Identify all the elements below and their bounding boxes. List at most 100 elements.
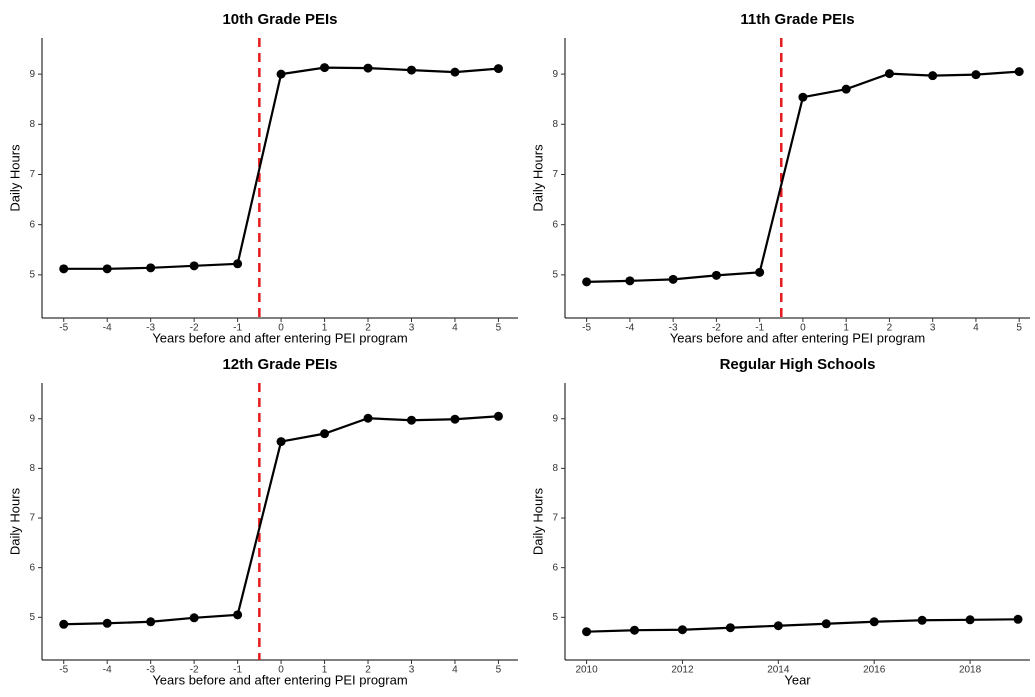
x-tick-label: -1 bbox=[233, 665, 242, 676]
x-tick-label: 2 bbox=[365, 323, 371, 334]
x-tick-label: -5 bbox=[59, 665, 68, 676]
data-point bbox=[965, 615, 975, 625]
data-point bbox=[971, 70, 981, 80]
x-axis-label: Years before and after entering PEI prog… bbox=[670, 330, 925, 345]
y-tick-label: 7 bbox=[552, 513, 558, 524]
y-tick-label: 8 bbox=[552, 119, 558, 130]
data-point bbox=[146, 617, 156, 627]
x-tick-label: 4 bbox=[973, 323, 979, 334]
x-axis-label: Years before and after entering PEI prog… bbox=[152, 330, 407, 345]
x-tick-label: -1 bbox=[755, 323, 764, 334]
panel-title: 12th Grade PEIs bbox=[222, 356, 337, 373]
y-axis-label: Daily Hours bbox=[7, 144, 22, 212]
data-point bbox=[233, 610, 243, 620]
data-point bbox=[233, 259, 243, 269]
data-point bbox=[582, 627, 592, 637]
x-tick-label: 2010 bbox=[575, 665, 598, 676]
data-line bbox=[63, 66, 499, 270]
data-point bbox=[869, 617, 879, 627]
data-point bbox=[668, 274, 678, 284]
x-tick-label: 0 bbox=[278, 323, 284, 334]
data-point bbox=[189, 613, 199, 623]
y-axis-label: Daily Hours bbox=[530, 487, 545, 555]
y-tick-label: 6 bbox=[29, 219, 35, 230]
data-point bbox=[59, 619, 69, 629]
data-point bbox=[1013, 614, 1023, 624]
data-point bbox=[320, 429, 330, 439]
data-line bbox=[586, 70, 1020, 283]
y-tick-label: 9 bbox=[552, 69, 558, 80]
y-tick-label: 9 bbox=[552, 413, 558, 424]
panel-title: 11th Grade PEIs bbox=[740, 11, 854, 28]
x-axis-label: Years before and after entering PEI prog… bbox=[152, 672, 407, 687]
data-point bbox=[189, 261, 199, 271]
data-point bbox=[798, 92, 808, 102]
x-tick-label: 1 bbox=[322, 323, 328, 334]
data-point bbox=[450, 67, 460, 77]
y-tick-label: 6 bbox=[552, 562, 558, 573]
x-tick-label: -2 bbox=[712, 323, 721, 334]
data-point bbox=[625, 276, 635, 286]
x-tick-label: 3 bbox=[930, 323, 936, 334]
y-tick-label: 8 bbox=[29, 463, 35, 474]
data-point bbox=[582, 277, 592, 287]
panel-title: Regular High Schools bbox=[720, 356, 876, 373]
data-point bbox=[630, 625, 640, 635]
y-tick-label: 9 bbox=[29, 69, 35, 80]
data-point bbox=[363, 63, 373, 73]
data-point bbox=[773, 621, 783, 631]
data-line bbox=[63, 415, 499, 626]
data-point bbox=[755, 267, 765, 277]
data-point bbox=[821, 619, 831, 629]
y-tick-label: 5 bbox=[552, 269, 558, 280]
data-point bbox=[493, 64, 503, 74]
data-point bbox=[276, 69, 286, 79]
x-tick-label: 2012 bbox=[671, 665, 694, 676]
x-tick-label: 1 bbox=[843, 323, 849, 334]
x-tick-label: 2014 bbox=[767, 665, 790, 676]
x-tick-label: -4 bbox=[103, 323, 112, 334]
x-tick-label: 5 bbox=[496, 323, 502, 334]
y-axis-label: Daily Hours bbox=[7, 487, 22, 555]
data-point bbox=[917, 615, 927, 625]
x-tick-label: -5 bbox=[582, 323, 591, 334]
x-tick-label: -3 bbox=[146, 323, 155, 334]
data-point bbox=[493, 411, 503, 421]
x-tick-label: -1 bbox=[233, 323, 242, 334]
y-tick-label: 5 bbox=[29, 612, 35, 623]
x-tick-label: -2 bbox=[190, 323, 199, 334]
data-point bbox=[841, 84, 851, 94]
data-point bbox=[320, 63, 330, 73]
x-tick-label: 2 bbox=[887, 323, 893, 334]
x-tick-label: 0 bbox=[278, 665, 284, 676]
x-tick-label: -5 bbox=[59, 323, 68, 334]
data-point bbox=[725, 623, 735, 633]
y-tick-label: 9 bbox=[29, 413, 35, 424]
x-tick-label: -4 bbox=[625, 323, 634, 334]
x-tick-label: -3 bbox=[146, 665, 155, 676]
data-point bbox=[146, 263, 156, 273]
data-point bbox=[276, 437, 286, 447]
data-point bbox=[1014, 67, 1024, 77]
x-axis-label: Year bbox=[784, 672, 811, 687]
y-tick-label: 8 bbox=[29, 119, 35, 130]
x-tick-label: 4 bbox=[452, 323, 458, 334]
x-tick-label: 5 bbox=[496, 665, 502, 676]
x-tick-label: -2 bbox=[190, 665, 199, 676]
x-tick-label: 0 bbox=[800, 323, 806, 334]
data-point bbox=[102, 264, 112, 274]
y-tick-label: 5 bbox=[552, 612, 558, 623]
data-point bbox=[363, 413, 373, 423]
x-tick-label: 2016 bbox=[863, 665, 886, 676]
data-point bbox=[884, 69, 894, 79]
data-point bbox=[928, 71, 938, 81]
x-tick-label: 2018 bbox=[959, 665, 982, 676]
y-tick-label: 7 bbox=[552, 169, 558, 180]
data-point bbox=[406, 65, 416, 75]
data-point bbox=[711, 270, 721, 280]
data-point bbox=[102, 618, 112, 628]
data-point bbox=[406, 415, 416, 425]
y-axis-label: Daily Hours bbox=[530, 144, 545, 212]
y-tick-label: 7 bbox=[29, 169, 35, 180]
x-tick-label: -4 bbox=[103, 665, 112, 676]
